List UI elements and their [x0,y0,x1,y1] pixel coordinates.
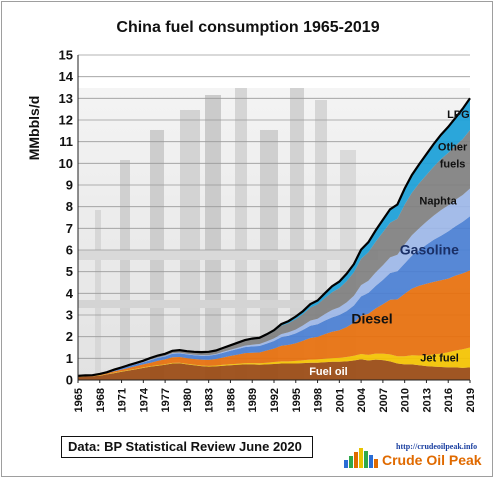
y-tick-1: 1 [66,351,73,366]
source-note: Data: BP Statistical Review June 2020 [61,436,313,458]
x-tick-1965: 1965 [73,388,85,412]
label-fuel-oil: Fuel oil [309,366,348,378]
x-tick-1977: 1977 [160,388,172,412]
area-other-fuels [78,130,470,376]
x-tick-2007: 2007 [378,388,390,412]
y-tick-9: 9 [66,178,73,193]
x-tick-2010: 2010 [400,388,412,412]
total-line [77,97,471,377]
x-tick-1998: 1998 [313,388,325,412]
y-tick-12: 12 [59,113,73,128]
oil-peak-icon [344,448,378,468]
x-tick-2013: 2013 [421,388,433,412]
label-lpg: LPG [447,109,470,121]
x-tick-2001: 2001 [334,388,346,412]
x-tick-1974: 1974 [138,387,150,412]
series-labels: LPG Other fuels Naphta Gasoline Diesel Jet fue… [309,109,470,378]
y-tick-3: 3 [66,308,73,323]
x-tick-2016: 2016 [443,388,455,412]
y-tick-5: 5 [66,264,73,279]
area-gasoline [78,216,470,377]
logo-name: Crude Oil Peak [382,452,482,468]
label-naphta: Naphta [419,196,457,208]
area-jet-fuel [78,347,470,377]
x-tick-1989: 1989 [247,388,259,412]
y-tick-6: 6 [66,243,73,258]
y-tick-13: 13 [59,91,73,106]
x-tick-1971: 1971 [117,388,129,412]
x-tick-1983: 1983 [204,388,216,412]
y-tick-7: 7 [66,221,73,236]
x-tick-1986: 1986 [225,388,237,412]
label-other: Other [438,141,468,153]
logo-url[interactable]: http://crudeoilpeak.info [396,442,478,451]
x-tick-1968: 1968 [95,388,107,412]
chart-title: China fuel consumption 1965-2019 [116,19,380,36]
y-tick-10: 10 [59,156,73,171]
label-diesel: Diesel [351,311,392,327]
total-consumption-line [77,97,471,377]
y-tick-14: 14 [59,69,74,84]
area-diesel [78,270,470,377]
label-fuels: fuels [440,159,466,171]
area-naphta [78,188,470,376]
y-tick-8: 8 [66,199,73,214]
x-tick-1995: 1995 [291,388,303,412]
label-jet-fuel: Jet fuel [420,353,459,365]
x-tick-2004: 2004 [356,387,368,412]
label-gasoline: Gasoline [400,241,459,257]
y-tick-15: 15 [59,48,73,63]
y-tick-11: 11 [59,134,73,149]
stacked-areas [78,98,470,380]
y-tick-4: 4 [66,286,74,301]
area-fuel-oil [78,359,470,380]
y-tick-2: 2 [66,329,73,344]
x-tick-1992: 1992 [269,388,281,412]
x-tick-1980: 1980 [182,388,194,412]
x-tick-labels: 1965 1968 1971 1974 1977 1980 1983 1986 1989 1992… [73,380,477,412]
y-tick-0: 0 [66,373,73,388]
x-tick-2019: 2019 [465,388,477,412]
crude-oil-peak-logo[interactable]: http://crudeoilpeak.info Crude Oil Peak [344,438,484,470]
